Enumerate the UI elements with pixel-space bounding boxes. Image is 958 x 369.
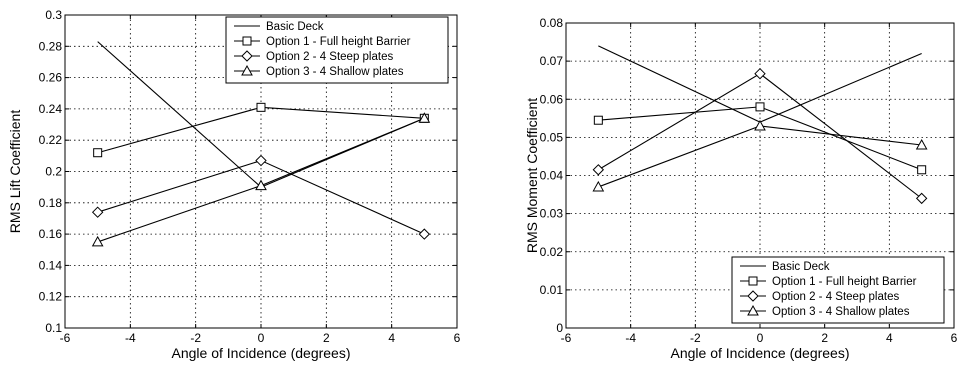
data-point-series-3 [754, 67, 766, 80]
legend-label: Option 3 - 4 Shallow plates [772, 306, 910, 318]
x-tick-label: 0 [757, 331, 764, 345]
data-point-series-4 [754, 119, 766, 131]
y-tick-label: 0.24 [39, 102, 63, 116]
y-tick-label: 0.18 [39, 196, 63, 210]
data-point-series-4 [915, 138, 928, 150]
x-tick-label: -6 [561, 331, 572, 345]
legend-marker [748, 276, 758, 286]
legend-label: Basic Deck [266, 21, 324, 33]
x-tick-label: 2 [821, 331, 828, 345]
data-point-series-2 [256, 102, 266, 112]
x-tick-label: 2 [323, 331, 330, 345]
y-tick-label: 0.02 [540, 245, 564, 259]
legend-box [225, 16, 449, 84]
y-tick-label: 0.05 [540, 130, 564, 144]
x-tick-label: 4 [388, 331, 395, 345]
data-point-series-2 [755, 102, 765, 112]
x-tick-label: -4 [625, 331, 636, 345]
data-point-series-4 [592, 180, 605, 192]
data-point-series-3 [592, 164, 605, 176]
x-tick-label: 4 [886, 331, 893, 345]
x-axis-label: Angle of Incidence (degrees) [671, 345, 850, 361]
y-tick-label: 0 [556, 321, 563, 335]
legend-label: Option 3 - 4 Shallow plates [266, 66, 404, 78]
legend-label: Option 1 - Full height Barrier [772, 276, 917, 288]
legend-box [731, 256, 945, 324]
y-tick-label: 0.3 [45, 8, 62, 22]
y-tick-label: 0.04 [540, 169, 564, 183]
data-point-series-3 [255, 154, 267, 167]
y-tick-label: 0.14 [39, 258, 63, 272]
legend-marker [241, 64, 253, 76]
y-tick-label: 0.26 [39, 71, 63, 85]
data-point-series-2 [917, 165, 927, 175]
x-tick-label: 6 [951, 331, 958, 345]
y-axis-label: RMS Lift Coefficient [7, 110, 23, 234]
x-tick-label: -2 [190, 331, 201, 345]
y-tick-label: 0.1 [45, 321, 62, 335]
data-point-series-4 [91, 235, 104, 247]
data-point-series-3 [91, 206, 104, 218]
y-tick-label: 0.28 [39, 39, 63, 53]
data-point-series-4 [255, 179, 267, 191]
moment-chart: -6 -4 -2 0 2 4 6 0 0.01 0.02 0.03 0.04 0.05 0.06 0.07 0… [524, 16, 958, 361]
x-axis-label: Angle of Incidence (degrees) [172, 345, 351, 361]
x-tick-label: -6 [60, 331, 71, 345]
lift-chart: -6 -4 -2 0 2 4 6 0.1 0.12 0.14 0.16 0.18 0.2 0.22 0.24… [7, 8, 461, 361]
legend-marker [747, 304, 759, 316]
y-tick-label: 0.08 [540, 16, 564, 30]
x-tick-label: 0 [258, 331, 265, 345]
legend-label: Basic Deck [772, 261, 830, 273]
y-tick-label: 0.12 [39, 290, 63, 304]
legend-marker [241, 50, 253, 62]
legend-label: Option 2 - 4 Steep plates [266, 51, 393, 63]
y-tick-label: 0.16 [39, 227, 63, 241]
y-tick-label: 0.03 [540, 207, 564, 221]
y-tick-label: 0.01 [540, 283, 564, 297]
y-tick-label: 0.22 [39, 133, 63, 147]
y-axis-label: RMS Moment Coefficient [524, 98, 540, 253]
data-point-series-2 [93, 148, 103, 158]
legend-label: Option 2 - 4 Steep plates [772, 291, 899, 303]
legend-marker [747, 290, 759, 302]
y-tick-label: 0.07 [540, 54, 564, 68]
y-tick-label: 0.2 [45, 165, 62, 179]
y-tick-label: 0.06 [540, 92, 564, 106]
legend-label: Option 1 - Full height Barrier [266, 36, 411, 48]
x-tick-label: 6 [454, 331, 461, 345]
legend-marker [242, 36, 252, 46]
data-point-series-2 [593, 115, 603, 125]
x-tick-label: -4 [125, 331, 136, 345]
x-tick-label: -2 [690, 331, 701, 345]
data-point-series-4 [418, 112, 431, 123]
data-point-series-3 [915, 192, 928, 205]
data-point-series-3 [418, 228, 431, 240]
